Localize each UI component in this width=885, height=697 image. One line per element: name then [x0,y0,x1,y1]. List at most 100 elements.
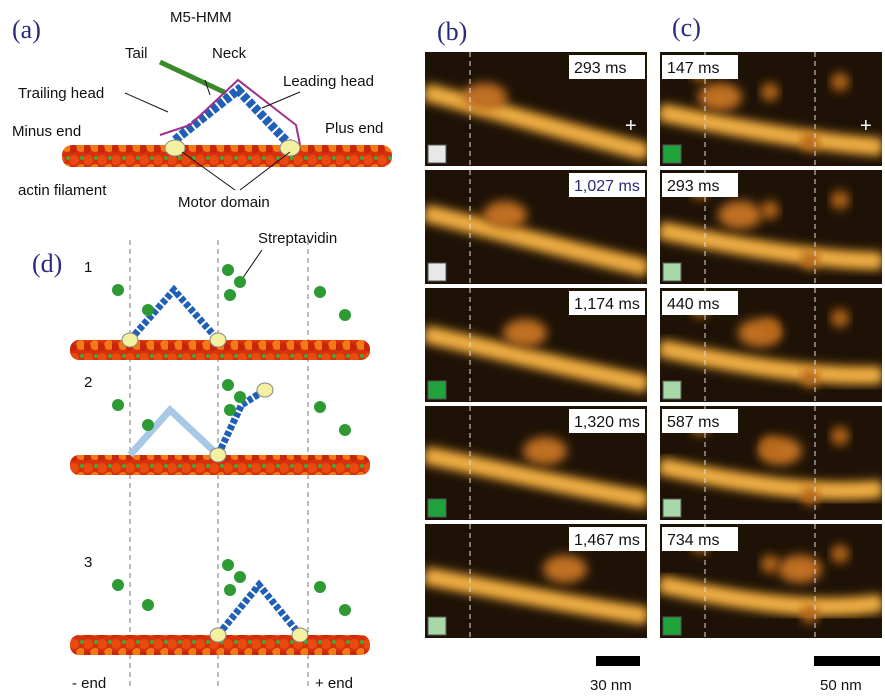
myosin [175,90,290,145]
streptavidin [222,559,234,571]
label: Minus end [12,123,81,140]
afm-frame: 1,027 ms [425,170,647,284]
frame-indicator [663,145,681,163]
afm-frame: 1,174 ms [425,288,647,402]
streptavidin-image [801,369,819,387]
afm-frame: 293 ms [660,170,882,284]
streptavidin [339,604,351,616]
streptavidin [224,404,236,416]
time-label: 1,320 ms [574,414,640,431]
time-label: 734 ms [667,532,719,549]
scale-bar [596,656,640,666]
afm-frame: 734 ms [660,524,882,638]
streptavidin-image [831,73,849,91]
step-label: 2 [84,374,92,391]
figure: (a) M5-HMM Tail Neck Trailing head Leadi… [0,0,885,697]
afm-frame: 1,320 ms [425,406,647,520]
streptavidin [222,264,234,276]
streptavidin [234,391,246,403]
myosin-previous [130,410,218,455]
streptavidin-image [801,251,819,269]
streptavidin [314,401,326,413]
molecule-image [718,201,762,229]
time-label: 1,467 ms [574,532,640,549]
panel-d: (d) Streptavidin - end + end 123 [32,230,370,692]
streptavidin [314,581,326,593]
streptavidin-image [831,309,849,327]
frame-indicator [663,263,681,281]
streptavidin [314,286,326,298]
streptavidin-image [831,191,849,209]
time-label: 293 ms [667,178,719,195]
streptavidin [224,289,236,301]
frame-indicator [428,617,446,635]
afm-frame: 1,467 ms [425,524,647,638]
pointer [125,80,300,190]
panel-label: (d) [32,249,62,278]
afm-frame: 147 ms + [660,52,882,166]
streptavidin-image [761,319,779,337]
label: Leading head [283,73,374,90]
scale-label: 30 nm [590,677,632,694]
frame-indicator [428,499,446,517]
label: M5-HMM [170,9,232,26]
time-label: 1,174 ms [574,296,640,313]
step-label: 3 [84,554,92,571]
streptavidin [339,309,351,321]
molecule-image [523,437,567,465]
panel-a: (a) M5-HMM Tail Neck Trailing head Leadi… [12,9,392,211]
frame-indicator [428,145,446,163]
label: Motor domain [178,194,270,211]
label: Neck [212,45,247,62]
marker: + [860,115,872,137]
time-label: 147 ms [667,60,719,77]
streptavidin [142,304,154,316]
streptavidin-image [831,545,849,563]
streptavidin [234,276,246,288]
streptavidin-image [761,437,779,455]
molecule-image [543,555,587,583]
label: - end [72,675,106,692]
time-label: 587 ms [667,414,719,431]
afm-frame: 293 ms + [425,52,647,166]
streptavidin-image [761,201,779,219]
streptavidin [224,584,236,596]
molecule-image [483,201,527,229]
streptavidin [112,399,124,411]
time-label: 440 ms [667,296,719,313]
motor-domain [210,448,226,462]
frame-indicator [663,499,681,517]
motor-domain [280,140,300,156]
frame-indicator [663,617,681,635]
label: Tail [125,45,148,62]
streptavidin-image [761,83,779,101]
panel-label: (b) [437,17,467,46]
label: Trailing head [18,85,104,102]
motor-domain [122,333,138,347]
time-label: 1,027 ms [574,178,640,195]
frame-indicator [428,381,446,399]
panel-label: (c) [672,13,701,42]
motor-domain [210,333,226,347]
tail [160,62,226,93]
streptavidin [234,571,246,583]
step-label: 1 [84,259,92,276]
time-label: 293 ms [574,60,626,77]
myosin [130,290,218,340]
motor-domain [292,628,308,642]
streptavidin [112,284,124,296]
label: Plus end [325,120,383,137]
motor-domain [210,628,226,642]
panel-label: (a) [12,15,41,44]
marker: + [625,115,637,137]
label: Streptavidin [258,230,337,247]
actin-filament [62,145,392,167]
streptavidin-image [801,487,819,505]
frame-indicator [428,263,446,281]
streptavidin-image [801,605,819,623]
afm-frame: 587 ms [660,406,882,520]
label: actin filament [18,182,107,199]
frame-indicator [663,381,681,399]
streptavidin-image [801,133,819,151]
streptavidin [222,379,234,391]
